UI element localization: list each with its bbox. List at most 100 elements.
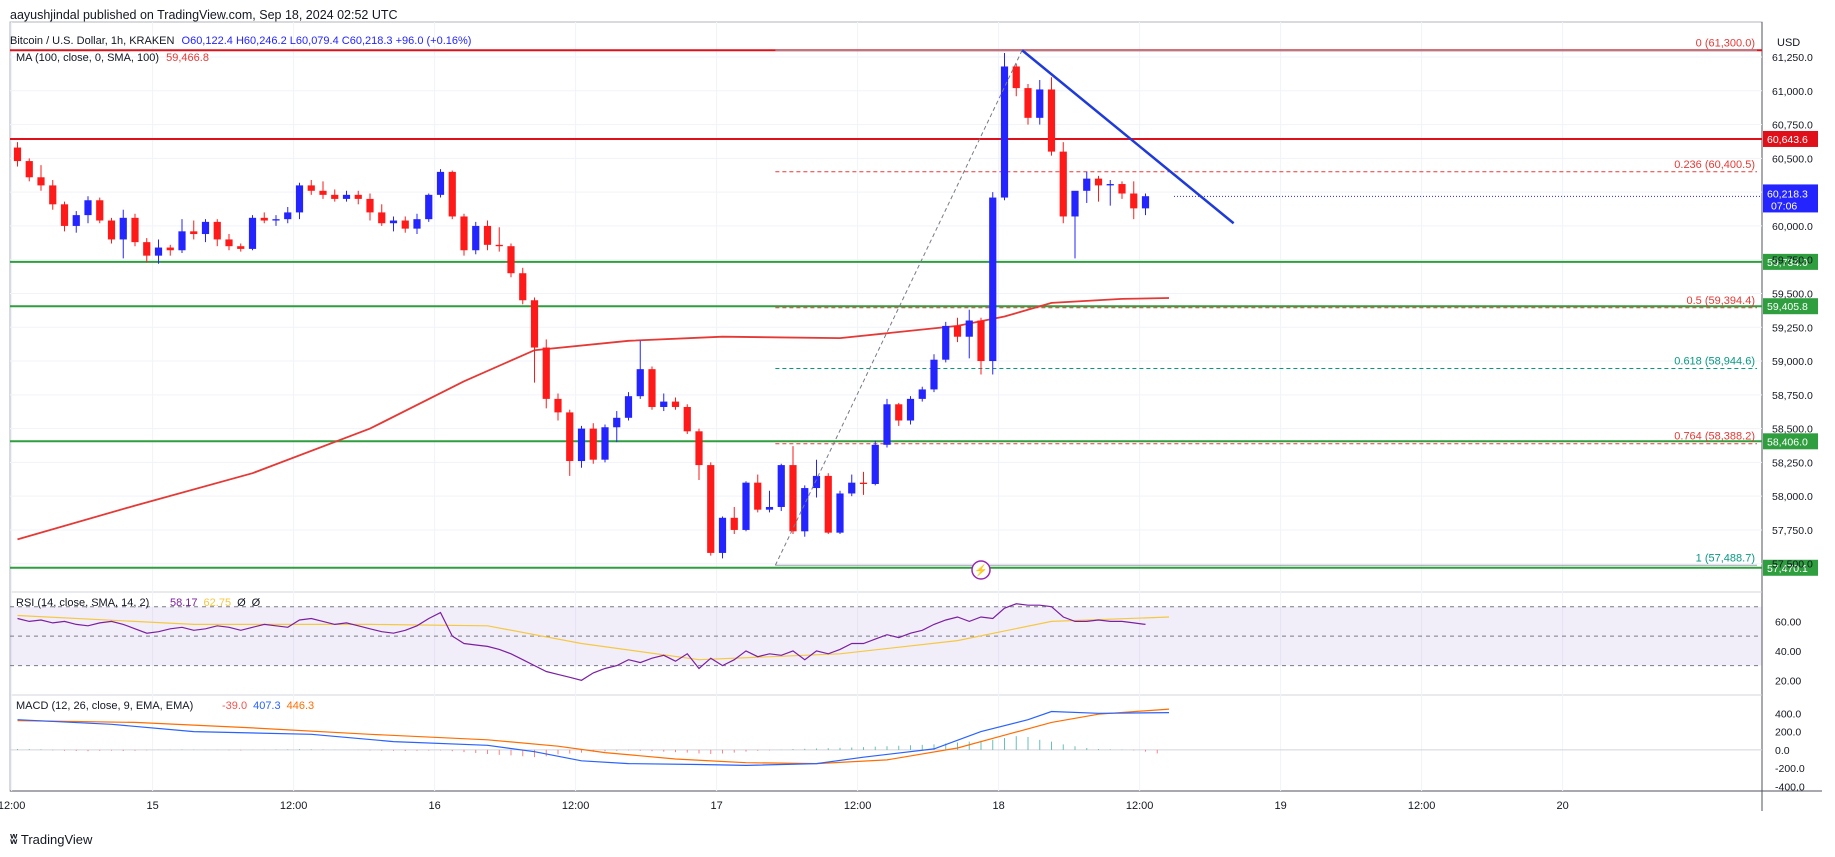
candle-body <box>695 431 703 466</box>
candle-body <box>953 325 962 337</box>
ma-legend-label: MA (100, close, 0, SMA, 100) <box>16 52 160 64</box>
candle-body <box>436 171 445 195</box>
rsi-legend-value: 58.17 <box>170 597 198 609</box>
macd-legend-value: 446.3 <box>287 700 315 712</box>
time-tick-label: 12:00 <box>1126 800 1154 812</box>
candle-body <box>942 325 950 360</box>
candle-body <box>84 200 92 216</box>
price-tick-label: 60,000.0 <box>1772 221 1813 233</box>
price-tick-label: 59,750.0 <box>1772 255 1813 267</box>
candle-body <box>812 475 821 489</box>
support-level-tag <box>1763 433 1818 450</box>
candle-body <box>871 444 879 485</box>
fib-level-label: 0 (61,300.0) <box>1696 37 1755 49</box>
fib-level-label: 0.5 (59,394.4) <box>1687 295 1756 307</box>
candle-body <box>754 482 762 510</box>
price-tick-label: 57,750.0 <box>1772 525 1813 537</box>
candle-body <box>460 216 468 251</box>
macd-tick-label: 200.0 <box>1775 727 1801 739</box>
candle-body <box>413 219 421 229</box>
candle-body <box>977 320 985 362</box>
candle-body <box>507 246 515 274</box>
candle-body <box>72 215 80 226</box>
candle-body <box>718 517 727 553</box>
candle-body <box>342 194 351 199</box>
rsi-tick-label: 20.00 <box>1775 675 1801 687</box>
ohlc-open: O60,122.4 <box>181 35 233 47</box>
price-axis-layer: 57,500.0 57,750.0 58,000.0 58,250.0 58,500.0… <box>1174 52 1818 571</box>
candle-body <box>237 246 245 249</box>
candle-body <box>542 347 550 399</box>
candle-body <box>683 406 691 432</box>
last-price-tag <box>1763 184 1818 213</box>
fib-level-label: 0.618 (58,944.6) <box>1674 356 1755 368</box>
candle-body <box>131 217 139 243</box>
candles-layer <box>13 52 1150 559</box>
rsi-ma-line <box>17 614 1170 661</box>
macd-legend-value: 407.3 <box>253 700 281 712</box>
candle-body <box>143 242 151 256</box>
candle-body <box>1141 196 1150 209</box>
time-tick-label: 20 <box>1557 800 1569 812</box>
time-tick-label: 15 <box>147 800 159 812</box>
time-tick-label: 12:00 <box>280 800 308 812</box>
candle-body <box>824 475 832 533</box>
candle-body <box>1071 190 1079 217</box>
candle-body <box>201 221 210 235</box>
rsi-legend-title: RSI (14, close, SMA, 14, 2) <box>16 597 149 609</box>
time-tick-label: 17 <box>711 800 723 812</box>
macd-legend-values: -39.0 407.3 446.3 <box>222 700 314 712</box>
support-level-price: 59,734.0 <box>1767 257 1808 269</box>
macd-tick-label: 400.0 <box>1775 708 1801 720</box>
macd-signal-line <box>17 708 1170 765</box>
candle-body <box>1094 178 1103 186</box>
event-marker-icon: ⚡ <box>971 560 991 580</box>
price-tick-label: 59,250.0 <box>1772 322 1813 334</box>
price-tick-label: 58,500.0 <box>1772 424 1813 436</box>
candle-body <box>1024 88 1032 118</box>
price-tick-label: 61,250.0 <box>1772 52 1813 64</box>
price-tick-label: 57,500.0 <box>1772 559 1813 571</box>
price-tick-label: 59,500.0 <box>1772 288 1813 300</box>
ma-legend-value: 59,466.8 <box>166 52 209 64</box>
ohlc-low: L60,079.4 <box>289 35 339 47</box>
rsi-pane: 20.00 40.00 60.00 RSI (14, close, SMA, 14, … <box>10 597 1801 687</box>
candle-body <box>624 396 633 418</box>
macd-tick-label: -400.0 <box>1775 781 1805 793</box>
rsi-legend-value: 62.75 <box>204 597 232 609</box>
ohlc-high: H60,246.2 <box>235 35 287 47</box>
candle-body <box>530 300 539 348</box>
rsi-legend-value: Ø <box>252 597 261 609</box>
candle-body <box>154 247 163 256</box>
ma-legend[interactable]: MA (100, close, 0, SMA, 100) 59,466.8 <box>16 52 209 64</box>
price-tick-label: 60,500.0 <box>1772 153 1813 165</box>
candle-body <box>389 220 398 224</box>
resistance-level-tag <box>1763 130 1818 147</box>
candle-body <box>190 231 198 235</box>
symbol-title[interactable]: Bitcoin / U.S. Dollar, 1h, KRAKEN <box>10 35 175 47</box>
candle-body <box>613 417 621 428</box>
candle-body <box>801 488 809 532</box>
candle-body <box>707 465 715 553</box>
candle-body <box>307 185 315 191</box>
candle-body <box>519 273 527 301</box>
candle-body <box>425 194 433 220</box>
candle-body <box>765 506 774 510</box>
candle-body <box>178 231 186 251</box>
lightning-icon: ⚡ <box>974 564 988 577</box>
fib-level-label: 1 (57,488.7) <box>1696 552 1755 564</box>
time-tick-label: 16 <box>429 800 441 812</box>
symbol-legend: Bitcoin / U.S. Dollar, 1h, KRAKEN O60,12… <box>10 35 471 47</box>
candle-body <box>671 401 680 407</box>
fib-level-label: 0.764 (58,388.2) <box>1674 431 1755 443</box>
time-tick-label: 12:00 <box>562 800 590 812</box>
currency-label[interactable]: USD <box>1777 37 1801 49</box>
macd-line <box>17 710 1170 767</box>
candle-body <box>37 177 45 186</box>
level-lines-layer: 60,643.6 59,734.0 59,405.8 58,406.0 57,470.1… <box>10 37 1818 576</box>
rsi-band <box>10 606 1762 666</box>
time-tick-label: 12:00 <box>844 800 872 812</box>
fib-level-label: 0.236 (60,400.5) <box>1674 159 1755 171</box>
candle-body <box>472 225 480 251</box>
